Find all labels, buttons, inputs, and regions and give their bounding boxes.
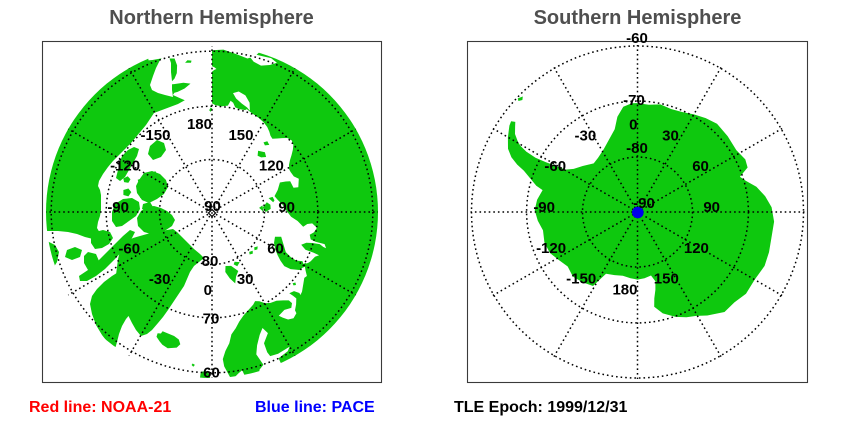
svg-text:Northern Hemisphere: Northern Hemisphere: [109, 7, 314, 29]
svg-text:150: 150: [654, 270, 679, 287]
svg-text:Southern Hemisphere: Southern Hemisphere: [534, 7, 742, 29]
svg-text:120: 120: [684, 240, 709, 257]
svg-text:0: 0: [204, 282, 212, 299]
svg-text:150: 150: [228, 127, 253, 144]
svg-text:60: 60: [692, 158, 709, 175]
svg-text:30: 30: [237, 271, 254, 288]
svg-text:-150: -150: [566, 270, 596, 287]
svg-text:-60: -60: [544, 158, 566, 175]
svg-text:-70: -70: [623, 92, 645, 109]
svg-text:90: 90: [703, 199, 720, 216]
svg-text:90: 90: [278, 199, 295, 216]
svg-text:-60: -60: [626, 30, 648, 47]
svg-text:-30: -30: [149, 271, 171, 288]
svg-text:70: 70: [203, 311, 220, 328]
svg-text:30: 30: [662, 128, 679, 145]
svg-text:-150: -150: [140, 127, 170, 144]
svg-text:90: 90: [204, 198, 221, 215]
svg-text:0: 0: [629, 117, 637, 134]
svg-text:120: 120: [259, 158, 284, 175]
svg-text:180: 180: [612, 282, 637, 299]
svg-text:-90: -90: [633, 195, 655, 212]
svg-text:60: 60: [203, 365, 220, 382]
svg-text:60: 60: [267, 241, 284, 258]
svg-text:180: 180: [187, 116, 212, 133]
svg-text:-90: -90: [533, 199, 555, 216]
svg-text:80: 80: [202, 253, 219, 270]
svg-text:-60: -60: [118, 241, 140, 258]
svg-text:-80: -80: [626, 140, 648, 157]
svg-text:TLE Epoch: 1999/12/31: TLE Epoch: 1999/12/31: [454, 399, 628, 416]
svg-text:Blue line: PACE: Blue line: PACE: [255, 399, 375, 416]
svg-text:-120: -120: [110, 158, 140, 175]
svg-text:-120: -120: [536, 240, 566, 257]
svg-text:Red line: NOAA-21: Red line: NOAA-21: [29, 399, 171, 416]
svg-text:-30: -30: [575, 128, 597, 145]
svg-text:-90: -90: [107, 199, 129, 216]
